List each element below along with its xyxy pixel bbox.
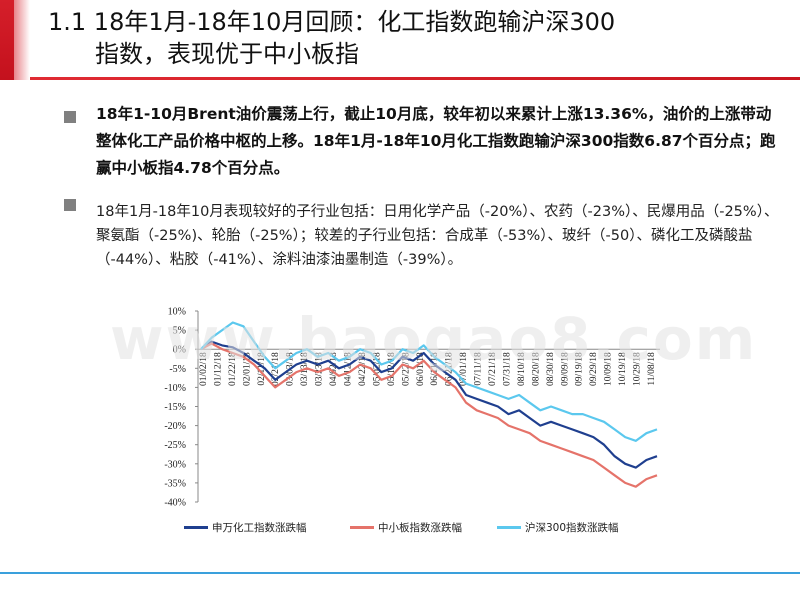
y-tick-label: -5% [169,364,186,375]
summary-paragraph: 18年1-10月Brent油价震荡上行，截止10月底，较年初以来累计上涨13.3… [96,105,776,177]
x-tick-label: 07/21/18 [488,352,498,386]
x-tick-label: 08/20/18 [531,352,541,386]
series-line-1 [200,342,658,488]
y-tick-label: 10% [168,307,186,318]
x-tick-label: 10/19/18 [618,352,628,386]
legend-swatch [497,525,521,529]
legend-swatch [184,525,208,529]
legend-item: 沪深300指数涨跌幅 [497,519,619,535]
header-accent-bar [0,0,30,80]
line-chart-svg: 10% 5% 0% -5% -10% -15% -20% -25% -30% -35% -40% 01… [164,307,660,509]
x-tick-label: 01/12/18 [213,352,223,386]
y-tick-label: -35% [164,478,186,489]
legend-item: 申万化工指数涨跌幅 [184,519,307,535]
x-tick-label: 07/31/18 [502,352,512,386]
x-tick-label: 04/02/18 [329,352,339,386]
title-line-1: 1.1 18年1月-18年10月回顾：化工指数跑输沪深300 [48,8,616,36]
x-tick-label: 10/29/18 [633,352,643,386]
y-tick-label: 5% [173,326,186,337]
x-tick-label: 09/19/18 [575,352,585,386]
x-tick-label: 02/21/18 [271,352,281,386]
line-chart: 10% 5% 0% -5% -10% -15% -20% -25% -30% -35% -40% 01… [0,290,800,550]
x-tick-label: 01/02/18 [199,352,209,386]
subsector-paragraph: 18年1月-18年10月表现较好的子行业包括：日用化学产品（-20%）、农药（-… [96,204,779,268]
title-line-2: 指数，表现优于中小板指 [95,40,359,68]
x-tick-label: 11/08/18 [647,352,657,386]
y-tick-label: -30% [164,459,186,470]
x-tick-label: 05/22/18 [401,352,411,386]
legend-label: 沪深300指数涨跌幅 [525,521,619,534]
bullet-square-icon [64,199,76,211]
x-tick-label: 02/11/18 [257,352,267,386]
y-tick-label: -20% [164,421,186,432]
y-tick-label: -25% [164,440,186,451]
x-tick-label: 09/29/18 [589,352,599,386]
y-tick-label: -10% [164,383,186,394]
y-tick-label: -40% [164,498,186,509]
x-tick-label: 10/09/18 [604,352,614,386]
y-tick-label: 0% [173,345,186,356]
x-tick-label: 04/12/18 [344,352,354,386]
x-tick-label: 02/01/18 [242,352,252,386]
legend-item: 中小板指数涨跌幅 [350,519,462,535]
legend-swatch [350,525,374,529]
slide-title: 1.1 18年1月-18年10月回顾：化工指数跑输沪深300 指数，表现优于中小… [48,6,788,70]
x-tick-label: 08/10/18 [517,352,527,386]
x-tick-label: 08/30/18 [546,352,556,386]
x-tick-label: 06/11/18 [430,352,440,386]
x-tick-label: 03/23/18 [315,352,325,386]
title-underline [30,77,800,80]
footer-rule [0,572,800,574]
x-tick-label: 04/22/18 [358,352,368,386]
y-tick-label: -15% [164,402,186,413]
series-line-2 [200,321,658,442]
x-tick-label: 09/09/18 [560,352,570,386]
series-line-0 [200,340,658,469]
legend-label: 中小板指数涨跌幅 [378,521,462,534]
x-tick-label: 06/01/18 [416,352,426,386]
bullet-square-icon [64,111,76,123]
x-tick-label: 07/11/18 [474,352,484,386]
legend-label: 申万化工指数涨跌幅 [212,521,307,534]
x-tick-label: 07/01/18 [459,352,469,386]
x-tick-label: 01/22/18 [228,352,238,386]
